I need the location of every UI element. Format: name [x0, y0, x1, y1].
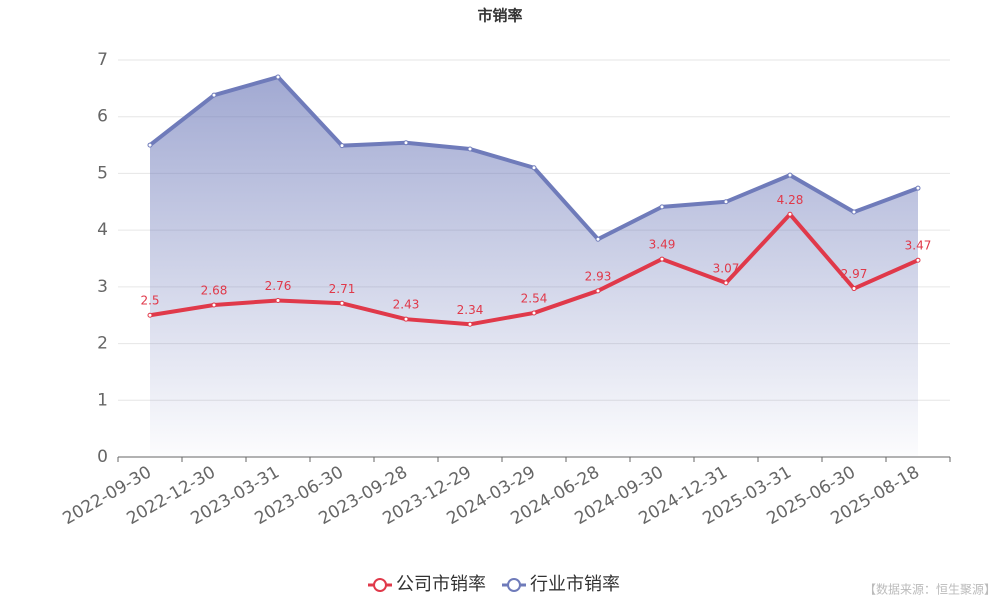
y-tick-label: 4: [97, 220, 108, 240]
legend: 公司市销率 行业市销率: [368, 574, 620, 595]
point: [723, 199, 729, 205]
point: [595, 236, 601, 242]
y-tick-label: 2: [97, 334, 108, 354]
data-label: 2.54: [521, 291, 548, 305]
point: [659, 204, 665, 210]
data-label: 3.07: [713, 261, 740, 275]
y-tick-label: 1: [97, 390, 108, 410]
point: [915, 185, 921, 191]
point: [595, 288, 601, 294]
point: [723, 280, 729, 286]
point: [915, 257, 921, 263]
point: [275, 297, 281, 303]
data-label: 4.28: [777, 193, 804, 207]
point: [147, 142, 153, 148]
point: [339, 143, 345, 149]
legend-label: 行业市销率: [530, 574, 620, 595]
point: [147, 312, 153, 318]
data-label: 2.68: [201, 284, 228, 298]
data-label: 3.47: [905, 239, 932, 253]
y-tick-label: 7: [97, 50, 108, 70]
data-label: 3.49: [649, 238, 676, 252]
data-label: 2.76: [265, 279, 292, 293]
legend-item[interactable]: 公司市销率: [368, 574, 486, 595]
point: [531, 310, 537, 316]
legend-item[interactable]: 行业市销率: [502, 574, 620, 595]
point: [531, 165, 537, 171]
point: [787, 172, 793, 178]
y-tick-label: 6: [97, 107, 108, 127]
point: [211, 92, 217, 98]
point: [403, 140, 409, 146]
y-tick-label: 5: [97, 163, 108, 183]
y-tick-label: 0: [97, 447, 108, 467]
point: [467, 321, 473, 327]
data-label: 2.43: [393, 298, 420, 312]
source-note: 【数据来源：恒生聚源】: [864, 582, 996, 597]
point: [787, 211, 793, 217]
point: [851, 209, 857, 215]
point: [403, 316, 409, 322]
point: [851, 286, 857, 292]
point: [275, 74, 281, 80]
data-label: 2.97: [841, 267, 868, 281]
data-label: 2.71: [329, 282, 356, 296]
point: [659, 256, 665, 262]
point: [339, 300, 345, 306]
legend-label: 公司市销率: [396, 574, 486, 595]
point: [467, 146, 473, 152]
legend-swatch-dot: [507, 578, 521, 592]
data-label: 2.5: [140, 294, 159, 308]
data-label: 2.93: [585, 269, 612, 283]
y-tick-label: 3: [97, 277, 108, 297]
chart-title: 市销率: [477, 7, 522, 25]
point: [211, 302, 217, 308]
area: [150, 77, 918, 457]
legend-swatch-dot: [373, 578, 387, 592]
data-label: 2.34: [457, 303, 484, 317]
